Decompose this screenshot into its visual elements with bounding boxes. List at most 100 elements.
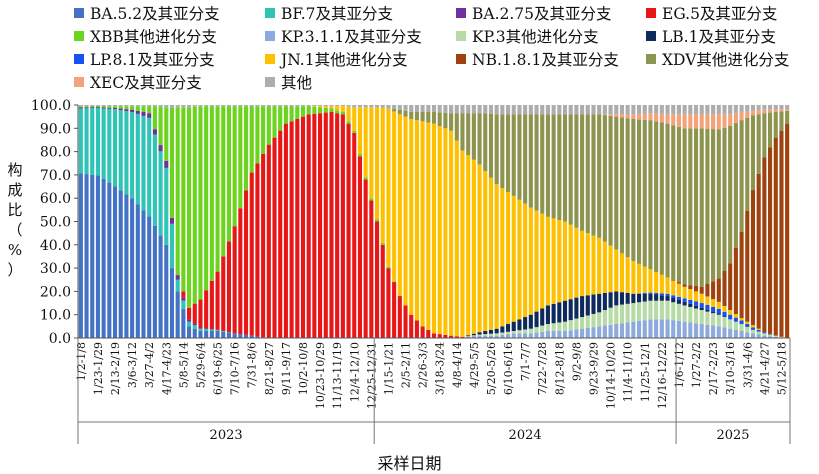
bar-segment-JN.1 <box>676 283 681 297</box>
bar-segment-BA.2.75 <box>112 108 118 110</box>
bar-segment-其他 <box>779 105 784 110</box>
bar-segment-LP.8.1 <box>688 299 693 304</box>
bar-segment-JN.1 <box>312 106 317 107</box>
bar-segment-其他 <box>414 105 419 112</box>
bar-segment-XDV <box>540 114 545 214</box>
bar-segment-其他 <box>671 105 676 115</box>
bar-segment-EG.5 <box>352 132 357 338</box>
bar-segment-XEC <box>773 109 778 112</box>
bar-segment-XEC <box>745 111 750 118</box>
bar-segment-KP.3.1.1 <box>511 333 516 338</box>
bar-segment-其他 <box>528 105 533 115</box>
bar-segment-BF.7 <box>130 111 135 199</box>
legend-swatch <box>646 8 656 18</box>
bar-segment-XBB <box>232 106 237 227</box>
bar-segment-XBB <box>141 106 146 113</box>
bar-segment-XBB <box>255 106 260 164</box>
x-tick-label: 7/22-7/28 <box>536 342 549 395</box>
bar-segment-其他 <box>773 105 778 110</box>
bar-segment-BA.5.2 <box>152 225 157 338</box>
bar-segment-LB.1 <box>551 303 556 324</box>
bar-segment-BA.5.2 <box>112 186 118 338</box>
bar-segment-其他 <box>682 105 687 115</box>
y-tick-label: 0.0 <box>49 331 71 347</box>
bar-segment-LB.1 <box>659 295 664 301</box>
bar-segment-其他 <box>221 105 226 107</box>
bar-segment-EG.5 <box>272 137 277 338</box>
bar-segment-XEC <box>728 114 733 126</box>
x-tick-label: 1/2-1/8 <box>75 342 88 381</box>
bar-segment-XEC <box>671 114 676 126</box>
bar-segment-JN.1 <box>705 296 710 305</box>
bar-segment-KP.3 <box>671 302 676 321</box>
bar-segment-JN.1 <box>750 325 756 328</box>
bar-segment-KP.3.1.1 <box>745 332 750 338</box>
bar-segment-BA.5.2 <box>198 331 203 338</box>
bar-segment-其他 <box>580 105 585 115</box>
legend-swatch <box>74 31 84 41</box>
bar-segment-EG.5 <box>295 118 300 338</box>
bar-segment-其他 <box>340 105 345 107</box>
bar-segment-KP.3.1.1 <box>671 320 676 338</box>
bar-segment-NB.1.8.1 <box>722 271 727 306</box>
bar-segment-XEC <box>733 113 738 124</box>
bar-segment-KP.3 <box>665 300 670 320</box>
bar-segment-BA.5.2 <box>141 210 146 338</box>
bar-segment-其他 <box>494 105 499 115</box>
bar-segment-其他 <box>517 105 522 115</box>
bar-segment-JN.1 <box>528 207 533 315</box>
bar-segment-其他 <box>437 105 442 113</box>
bar-segment-其他 <box>198 105 203 107</box>
bar-segment-其他 <box>78 105 83 107</box>
bar-segment-LP.8.1 <box>682 298 687 302</box>
bar-segment-KP.3 <box>648 300 653 320</box>
bar-segment-其他 <box>357 105 362 108</box>
bar-segment-XDV <box>745 117 750 212</box>
bar-segment-XBB <box>192 106 197 304</box>
x-axis-label: 采样日期 <box>377 454 442 473</box>
bar-segment-其他 <box>374 105 380 108</box>
bar-segment-XDV <box>631 118 636 262</box>
legend-label: NB.1.8.1及其亚分支 <box>472 51 619 69</box>
bar-segment-EG.5 <box>437 334 442 338</box>
bar-segment-其他 <box>471 105 476 114</box>
bar-segment-BA.2.75 <box>107 107 112 109</box>
bar-segment-XDV <box>562 114 568 222</box>
bar-segment-BA.2.75 <box>204 328 209 330</box>
x-tick-label: 3/6-3/12 <box>126 342 139 388</box>
bar-segment-其他 <box>380 105 385 108</box>
bar-segment-LP.8.1 <box>745 324 750 327</box>
bar-segment-KP.3.1.1 <box>648 319 653 338</box>
legend-label: KP.3其他进化分支 <box>472 28 599 46</box>
legend-item: BA.5.2及其亚分支 <box>74 3 220 23</box>
bar-segment-BA.5.2 <box>187 326 192 338</box>
bar-segment-XEC <box>716 114 721 130</box>
bar-segment-XEC <box>642 113 647 120</box>
bar-segment-XBB <box>175 107 180 276</box>
bar-segment-EG.5 <box>340 114 345 338</box>
bar-segment-XDV <box>534 114 539 211</box>
bar-segment-KP.3 <box>488 333 494 336</box>
bar-segment-JN.1 <box>449 130 454 336</box>
bar-segment-BF.7 <box>112 109 118 187</box>
x-tick-label: 6/10-6/16 <box>502 342 515 395</box>
bar-segment-LB.1 <box>494 328 499 334</box>
bar-segment-KP.3.1.1 <box>568 330 573 338</box>
bar-segment-其他 <box>300 105 306 107</box>
year-label: 2024 <box>509 428 542 443</box>
bar-segment-LB.1 <box>637 293 642 303</box>
bar-stack-group <box>78 105 790 339</box>
bar-segment-LB.1 <box>488 329 494 334</box>
bar-segment-其他 <box>648 105 653 114</box>
bar-segment-LB.1 <box>483 331 488 335</box>
bar-segment-BA.5.2 <box>255 336 260 338</box>
bar-segment-其他 <box>238 105 243 107</box>
bar-segment-KP.3 <box>574 318 579 330</box>
bar-segment-EG.5 <box>449 335 454 338</box>
bar-segment-JN.1 <box>437 125 442 335</box>
x-tick-label: 8/12-8/18 <box>553 342 566 395</box>
bar-segment-LB.1 <box>517 319 522 331</box>
bar-segment-其他 <box>272 105 277 107</box>
bar-segment-XBB <box>312 106 317 114</box>
